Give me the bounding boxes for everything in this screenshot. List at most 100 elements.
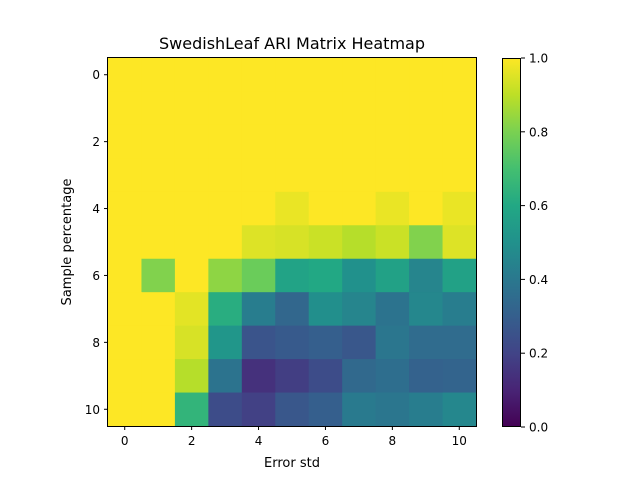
heatmap-cell <box>342 91 377 126</box>
heatmap-cell <box>409 158 444 193</box>
heatmap-cell <box>141 158 176 193</box>
heatmap-cell <box>275 124 310 159</box>
heatmap-cell <box>442 91 477 126</box>
heatmap-cell <box>108 91 142 126</box>
heatmap-cell <box>174 292 209 327</box>
heatmap-cell <box>308 258 343 293</box>
heatmap-cell <box>208 392 243 427</box>
heatmap-cell <box>442 58 477 92</box>
heatmap-cell <box>174 258 209 293</box>
heatmap-cell <box>108 258 142 293</box>
heatmap-cell <box>141 225 176 260</box>
heatmap-cell <box>108 359 142 394</box>
heatmap-cell <box>342 58 377 92</box>
heatmap-cell <box>141 392 176 427</box>
heatmap-cell <box>174 91 209 126</box>
heatmap-cell <box>342 325 377 360</box>
heatmap-cell <box>275 225 310 260</box>
heatmap-cell <box>409 58 444 92</box>
heatmap-cell <box>375 225 410 260</box>
heatmap-cell <box>442 325 477 360</box>
heatmap-cell <box>241 91 276 126</box>
heatmap-cell <box>342 258 377 293</box>
heatmap-cell <box>174 325 209 360</box>
heatmap-cell <box>308 124 343 159</box>
colorbar-tick-label: 0.0 <box>529 421 548 435</box>
heatmap-cell <box>275 191 310 226</box>
heatmap-cell <box>342 359 377 394</box>
heatmap-cell <box>409 258 444 293</box>
heatmap-cell <box>442 191 477 226</box>
heatmap-cell <box>208 191 243 226</box>
heatmap-cell <box>208 325 243 360</box>
heatmap-cell <box>375 158 410 193</box>
x-axis-ticks: 0 2 4 6 8 10 <box>121 426 467 448</box>
heatmap-cell <box>174 58 209 92</box>
heatmap-cell <box>141 325 176 360</box>
heatmap-cell <box>275 158 310 193</box>
heatmap-cell <box>442 124 477 159</box>
heatmap-cell <box>442 359 477 394</box>
heatmap-cell <box>308 58 343 92</box>
heatmap-cell <box>375 124 410 159</box>
heatmap-cell <box>375 191 410 226</box>
heatmap-cell <box>409 359 444 394</box>
heatmap-cell <box>409 392 444 427</box>
colorbar <box>502 58 521 427</box>
heatmap-cell <box>342 392 377 427</box>
heatmap-cell <box>108 124 142 159</box>
heatmap-cell <box>375 91 410 126</box>
heatmap-cell <box>409 124 444 159</box>
heatmap-cell <box>308 91 343 126</box>
colorbar-tick-label: 0.2 <box>529 347 548 361</box>
heatmap-cell <box>308 292 343 327</box>
plot-frame <box>107 57 477 427</box>
heatmap-cell <box>375 58 410 92</box>
heatmap-cell <box>241 124 276 159</box>
heatmap-cell <box>208 124 243 159</box>
x-tick-label: 2 <box>188 434 196 448</box>
heatmap-cell <box>342 191 377 226</box>
heatmap-cell <box>141 359 176 394</box>
y-axis-label: Sample percentage <box>60 179 75 306</box>
heatmap-cell <box>342 158 377 193</box>
heatmap-cell <box>442 258 477 293</box>
heatmap-cell <box>108 392 142 427</box>
colorbar-frame <box>502 58 521 427</box>
heatmap-cell <box>308 359 343 394</box>
heatmap-cell <box>108 158 142 193</box>
heatmap-cell <box>275 258 310 293</box>
y-axis-ticks: 0 2 4 6 8 10 <box>85 68 108 417</box>
heatmap-cell <box>308 325 343 360</box>
heatmap-cell <box>108 191 142 226</box>
y-tick-label: 10 <box>85 403 100 417</box>
y-tick-label: 4 <box>92 202 100 216</box>
x-tick-label: 4 <box>255 434 263 448</box>
colorbar-tick-label: 1.0 <box>529 52 548 66</box>
heatmap-cell <box>409 325 444 360</box>
heatmap-cell <box>208 91 243 126</box>
heatmap-cell <box>275 58 310 92</box>
heatmap-cell <box>241 225 276 260</box>
heatmap-cell <box>208 292 243 327</box>
heatmap-cell <box>108 58 142 92</box>
heatmap-cell <box>174 225 209 260</box>
heatmap-cell <box>208 225 243 260</box>
heatmap-cell <box>141 124 176 159</box>
heatmap-cell <box>141 58 176 92</box>
heatmap-cell <box>442 225 477 260</box>
heatmap-cell <box>275 325 310 360</box>
heatmap-cell <box>241 158 276 193</box>
colorbar-tick-label: 0.8 <box>529 125 548 139</box>
heatmap-cell <box>409 225 444 260</box>
y-tick-label: 0 <box>92 68 100 82</box>
x-tick-label: 10 <box>452 434 467 448</box>
heatmap-cell <box>275 359 310 394</box>
heatmap-cell <box>342 292 377 327</box>
heatmap-cell <box>442 292 477 327</box>
heatmap-cell <box>375 292 410 327</box>
heatmap-cell <box>141 91 176 126</box>
heatmap-cell <box>375 359 410 394</box>
heatmap-cell <box>241 292 276 327</box>
heatmap-cell <box>108 292 142 327</box>
